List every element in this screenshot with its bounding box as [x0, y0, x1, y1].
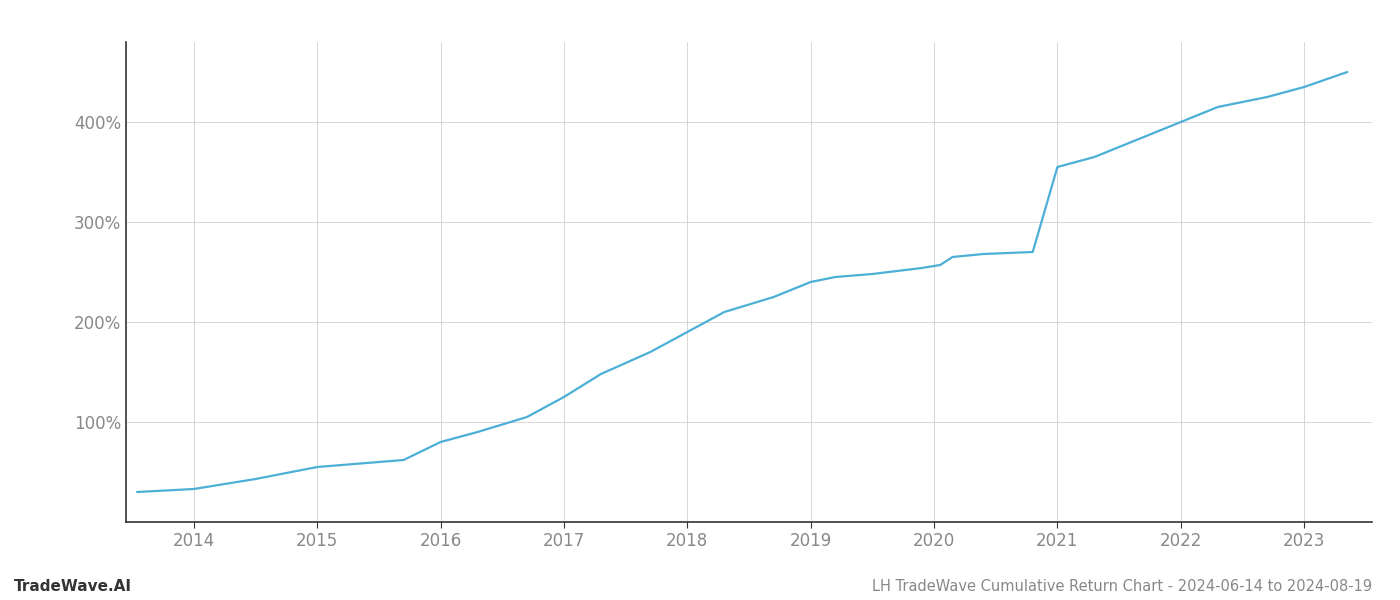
Text: TradeWave.AI: TradeWave.AI: [14, 579, 132, 594]
Text: LH TradeWave Cumulative Return Chart - 2024-06-14 to 2024-08-19: LH TradeWave Cumulative Return Chart - 2…: [872, 579, 1372, 594]
